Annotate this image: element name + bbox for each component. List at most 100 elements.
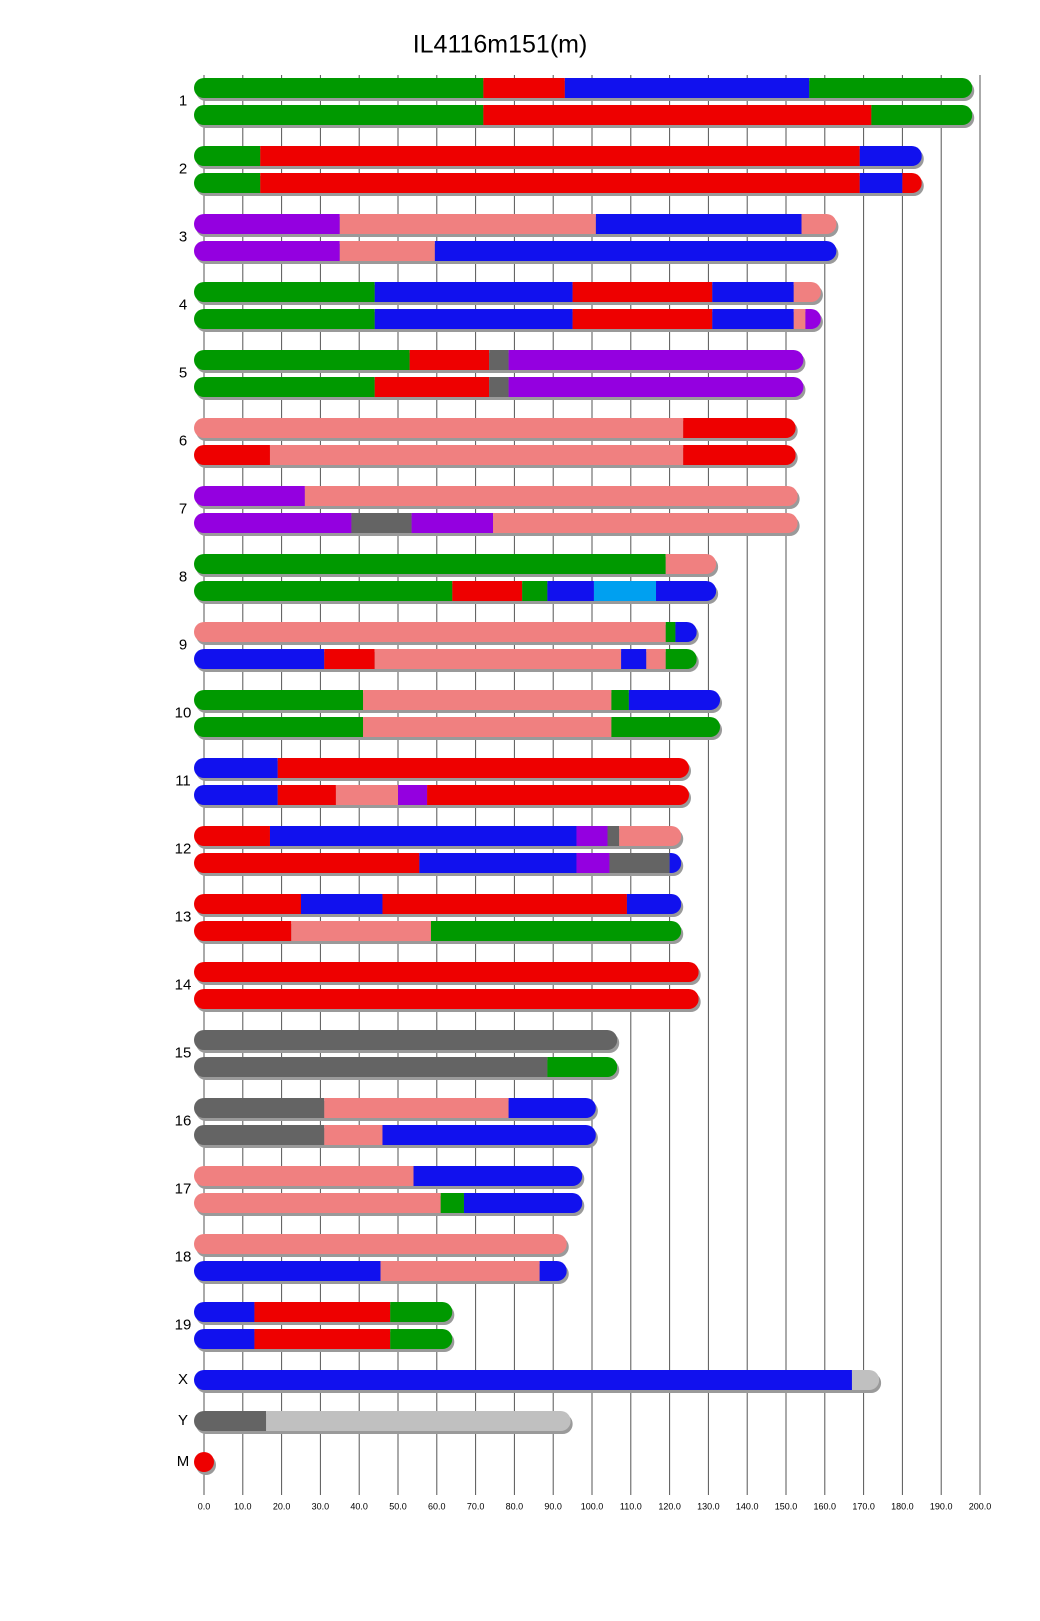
haplotype	[194, 622, 697, 642]
chromosome-label: 5	[179, 364, 187, 381]
segment	[194, 146, 261, 166]
segment	[483, 105, 872, 125]
haplotype	[194, 989, 699, 1009]
x-tick-label: 110.0	[620, 1501, 642, 1511]
segment	[194, 853, 420, 873]
haplotype	[194, 962, 699, 982]
haplotype	[194, 445, 796, 465]
segment	[665, 554, 717, 574]
segment	[194, 418, 684, 438]
segment	[351, 513, 412, 533]
segment	[194, 1411, 267, 1431]
segment	[194, 962, 699, 982]
segment	[609, 853, 670, 873]
haplotype	[194, 1261, 567, 1281]
segment	[611, 690, 629, 710]
x-tick-label: 170.0	[852, 1501, 875, 1511]
chromosome-label: 12	[175, 840, 192, 857]
x-tick-label: 70.0	[467, 1501, 485, 1511]
x-tick-label: 100.0	[581, 1501, 604, 1511]
haplotype	[194, 1302, 453, 1322]
x-tick-label: 190.0	[930, 1501, 953, 1511]
chromosome-label: 3	[179, 228, 187, 245]
haplotype	[194, 894, 682, 914]
segment	[626, 894, 682, 914]
haplotype	[194, 1125, 596, 1145]
segment	[547, 581, 594, 601]
segment	[427, 785, 689, 805]
segment	[260, 173, 860, 193]
segment	[194, 309, 375, 329]
segment	[382, 894, 627, 914]
segment	[564, 78, 810, 98]
segment	[194, 513, 352, 533]
chromosome-label: 14	[175, 976, 192, 993]
chromosome-label: 1	[179, 92, 187, 109]
chromosome-label: 9	[179, 636, 187, 653]
segment	[324, 649, 375, 669]
segment	[712, 309, 794, 329]
segment	[194, 486, 305, 506]
segment	[493, 513, 798, 533]
segment	[266, 1411, 571, 1431]
x-tick-label: 30.0	[312, 1501, 330, 1511]
segment	[194, 1329, 255, 1349]
x-tick-label: 180.0	[891, 1501, 914, 1511]
segment	[611, 717, 721, 737]
haplotype	[194, 513, 798, 533]
segment	[452, 581, 523, 601]
haplotype	[194, 785, 689, 805]
segment	[576, 853, 610, 873]
haplotype	[194, 717, 721, 737]
segment	[260, 146, 860, 166]
segment	[607, 826, 620, 846]
segment	[194, 105, 484, 125]
segment	[374, 649, 622, 669]
segment	[194, 214, 340, 234]
segment	[656, 581, 717, 601]
haplotype	[194, 1370, 880, 1390]
haplotype	[194, 581, 717, 601]
segment	[595, 214, 802, 234]
segment	[194, 377, 375, 397]
segment	[547, 1057, 618, 1077]
segment	[194, 1030, 618, 1050]
segment	[398, 785, 428, 805]
segment	[194, 785, 278, 805]
haplotype	[194, 758, 689, 778]
haplotype	[194, 377, 804, 397]
x-tick-label: 40.0	[350, 1501, 368, 1511]
chromosome-label: 15	[175, 1044, 192, 1061]
chromosome-label: 16	[175, 1112, 192, 1129]
segment	[304, 486, 798, 506]
segment	[434, 241, 837, 261]
chromosome-label: 7	[179, 500, 187, 517]
segment	[335, 785, 398, 805]
segment	[301, 894, 383, 914]
segment	[374, 309, 573, 329]
segment	[374, 377, 490, 397]
chromosome-label: M	[177, 1453, 190, 1470]
haplotype	[194, 1329, 453, 1349]
chromosome-label: 6	[179, 432, 187, 449]
segment	[572, 282, 713, 302]
chromosome-label: 19	[175, 1316, 192, 1333]
x-tick-label: 130.0	[697, 1501, 720, 1511]
haplotype	[194, 1057, 618, 1077]
haplotype	[194, 853, 682, 873]
segment	[628, 690, 721, 710]
x-tick-label: 60.0	[428, 1501, 446, 1511]
segment	[409, 350, 490, 370]
haplotype	[194, 105, 973, 125]
haplotype	[194, 1166, 583, 1186]
x-tick-label: 200.0	[969, 1501, 992, 1511]
chromosome-label: 11	[175, 772, 191, 789]
chromosome-label: 8	[179, 568, 187, 585]
x-tick-label: 80.0	[506, 1501, 524, 1511]
haplotype	[194, 78, 973, 98]
segment	[277, 785, 336, 805]
segment	[508, 377, 804, 397]
haplotype	[194, 649, 697, 669]
segment	[669, 853, 682, 873]
